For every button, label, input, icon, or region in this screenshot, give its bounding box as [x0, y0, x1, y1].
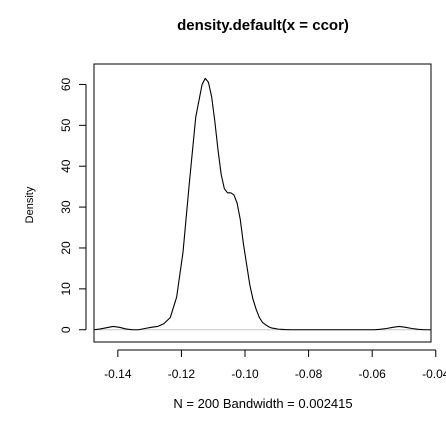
x-tick-label: -0.14 [104, 367, 132, 381]
density-curve [93, 77, 431, 331]
x-tick-label: -0.04 [422, 367, 446, 381]
x-tick-label: -0.12 [168, 367, 196, 381]
x-tick-label: -0.10 [231, 367, 259, 381]
chart-title: density.default(x = ccor) [177, 17, 349, 34]
x-tick-label: -0.08 [295, 367, 323, 381]
y-tick-label: 40 [59, 159, 73, 173]
y-tick-label: 60 [59, 77, 73, 91]
x-axis-label: N = 200 Bandwidth = 0.002415 [173, 396, 352, 411]
plot-frame [93, 63, 432, 343]
y-tick-label: 10 [59, 282, 73, 296]
y-tick-label: 50 [59, 118, 73, 132]
x-tick-label: -0.06 [359, 367, 387, 381]
series-layer [93, 77, 431, 331]
x-axis: -0.14 -0.12 -0.10 -0.08 -0.06 -0.04 [104, 349, 446, 381]
y-tick-label: 20 [59, 241, 73, 255]
y-tick-label: 30 [59, 200, 73, 214]
y-axis: 0 10 20 30 40 50 60 [59, 77, 87, 333]
y-axis-label: Density [24, 186, 36, 223]
y-tick-label: 0 [59, 326, 73, 333]
